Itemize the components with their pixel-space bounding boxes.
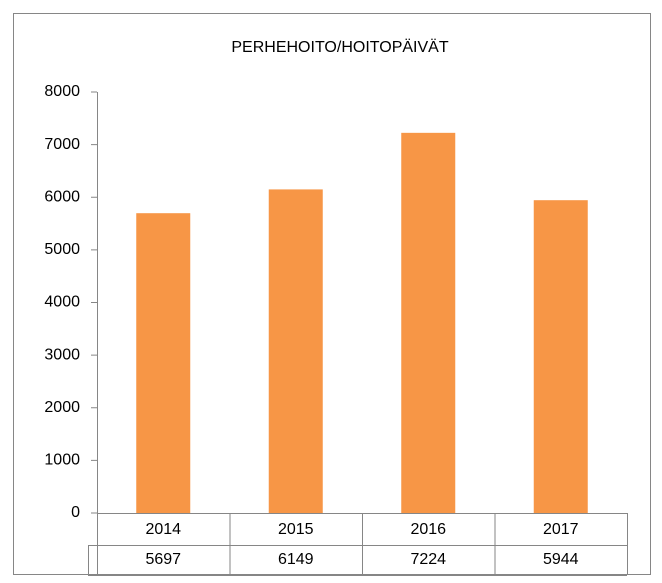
y-tick-label: 8000 <box>44 83 80 100</box>
table-value: 5697 <box>145 551 181 568</box>
table-value: 6149 <box>278 551 314 568</box>
y-tick-label: 1000 <box>44 452 80 469</box>
table-value: 5944 <box>543 551 579 568</box>
x-tick-label: 2017 <box>543 521 579 538</box>
y-tick-label: 7000 <box>44 136 80 153</box>
bar <box>268 189 323 513</box>
bar <box>533 200 588 513</box>
bar <box>401 132 456 513</box>
chart-title: PERHEHOITO/HOITOPÄIVÄT <box>231 38 448 56</box>
x-tick-label: 2014 <box>145 521 181 538</box>
y-tick-label: 0 <box>71 504 80 521</box>
y-tick-label: 3000 <box>44 346 80 363</box>
table-value: 7224 <box>410 551 446 568</box>
x-tick-label: 2016 <box>410 521 446 538</box>
y-tick-label: 2000 <box>44 399 80 416</box>
x-tick-label: 2015 <box>278 521 314 538</box>
bar <box>136 213 191 513</box>
y-tick-label: 5000 <box>44 241 80 258</box>
y-tick-label: 6000 <box>44 188 80 205</box>
y-tick-label: 4000 <box>44 294 80 311</box>
